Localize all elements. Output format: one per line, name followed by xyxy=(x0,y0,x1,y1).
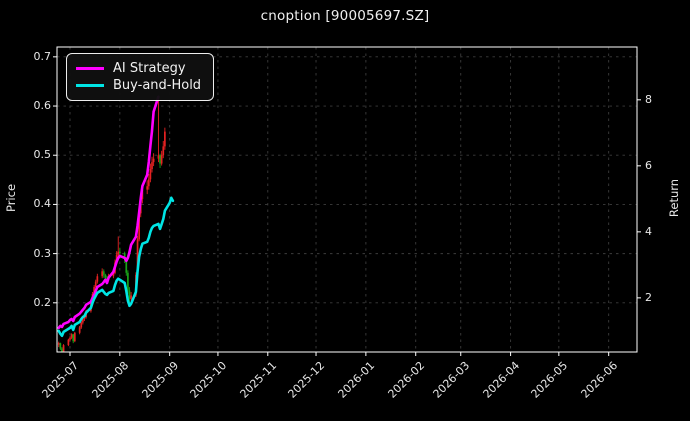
candle-body xyxy=(164,131,166,147)
ai-strategy-line xyxy=(57,95,160,330)
candle-body xyxy=(138,213,140,240)
chart-title: cnoption [90005697.SZ] xyxy=(260,8,430,24)
y-tick-label-right: 8 xyxy=(645,92,652,106)
candle-body xyxy=(78,327,81,333)
candle-body xyxy=(160,155,163,164)
candle-body xyxy=(112,272,115,277)
y-tick-label-left: 0.4 xyxy=(33,197,52,211)
candle-body xyxy=(102,271,105,275)
y-tick-label-right: 4 xyxy=(645,224,652,238)
legend-label: AI Strategy xyxy=(113,61,186,76)
buy-and-hold-line xyxy=(57,196,175,338)
candle-body xyxy=(94,281,97,288)
candle-body xyxy=(118,251,121,254)
candle-body xyxy=(128,290,131,299)
candle-body xyxy=(93,287,95,294)
candle-body xyxy=(125,259,128,273)
candle-body xyxy=(61,348,63,352)
legend-item: AI Strategy xyxy=(76,60,203,77)
axis-spine xyxy=(56,46,638,353)
candle-body xyxy=(72,334,75,342)
y-tick-label-right: 6 xyxy=(645,158,652,172)
y-tick-label-left: 0.7 xyxy=(33,49,52,63)
legend-swatch xyxy=(76,67,104,70)
candle-body xyxy=(57,343,60,345)
candle-body xyxy=(73,332,76,342)
y-tick-label-right: 2 xyxy=(645,290,652,304)
candle-body xyxy=(130,295,132,299)
legend: AI Strategy Buy-and-Hold xyxy=(66,53,214,101)
y-tick-label-left: 0.3 xyxy=(33,246,52,260)
candle-body xyxy=(147,179,150,187)
candle-body xyxy=(159,155,161,164)
legend-swatch xyxy=(76,84,104,87)
candle-body xyxy=(127,272,129,291)
candle-body xyxy=(62,345,65,352)
legend-label: Buy-and-Hold xyxy=(113,78,202,93)
candle-body xyxy=(136,239,139,275)
candle-body xyxy=(69,337,71,340)
candle-body xyxy=(70,334,73,338)
candle-body xyxy=(67,339,70,346)
candle-body xyxy=(146,186,149,190)
candle-body xyxy=(59,343,62,349)
candle-body xyxy=(149,169,152,180)
candle-body xyxy=(101,271,104,277)
y-tick-label-left: 0.6 xyxy=(33,99,52,113)
candle-body xyxy=(80,322,83,328)
y-tick-label-left: 0.5 xyxy=(33,148,52,162)
candle-body xyxy=(104,274,107,279)
candle-body xyxy=(123,253,126,260)
candle-body xyxy=(96,276,99,282)
legend-item: Buy-and-Hold xyxy=(76,77,203,94)
candle-body xyxy=(82,318,84,323)
y-tick-label-left: 0.2 xyxy=(33,295,52,309)
candle-body xyxy=(157,155,160,159)
candle-body xyxy=(162,146,165,156)
candle-body xyxy=(152,158,155,163)
candle-body xyxy=(117,251,120,256)
candle-body xyxy=(83,317,86,319)
candle-body xyxy=(151,162,153,169)
